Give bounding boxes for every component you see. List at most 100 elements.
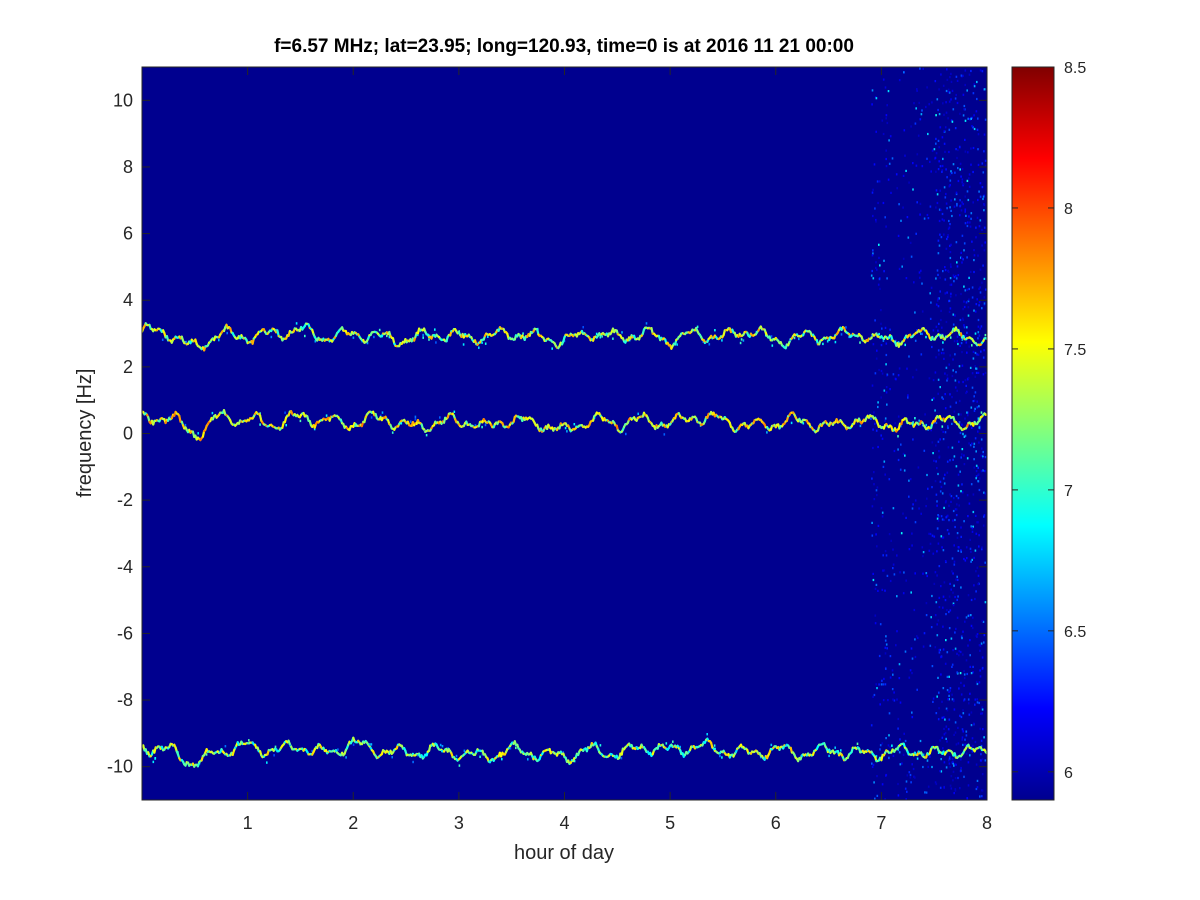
trace-speckle bbox=[980, 411, 983, 414]
noise-speckle bbox=[908, 181, 910, 184]
noise-speckle bbox=[949, 784, 952, 787]
trace-speckle bbox=[428, 338, 430, 341]
noise-speckle bbox=[957, 546, 960, 549]
trace-speckle bbox=[595, 332, 598, 336]
trace-speckle bbox=[891, 744, 893, 747]
noise-speckle bbox=[915, 232, 917, 235]
noise-speckle bbox=[936, 550, 938, 553]
noise-speckle bbox=[959, 787, 961, 790]
trace-speckle bbox=[441, 745, 444, 748]
noise-speckle bbox=[965, 341, 968, 344]
noise-speckle bbox=[976, 298, 978, 301]
noise-speckle bbox=[954, 386, 957, 389]
noise-speckle bbox=[975, 570, 977, 573]
noise-speckle bbox=[945, 613, 947, 616]
noise-speckle bbox=[940, 73, 942, 76]
y-tick-label: 2 bbox=[123, 357, 133, 377]
noise-speckle bbox=[978, 287, 980, 290]
noise-speckle bbox=[971, 116, 973, 119]
noise-speckle bbox=[881, 437, 884, 440]
noise-speckle bbox=[937, 329, 939, 332]
noise-speckle bbox=[952, 779, 954, 782]
noise-speckle bbox=[941, 536, 944, 539]
noise-speckle bbox=[950, 119, 953, 122]
trace-speckle bbox=[621, 331, 623, 334]
noise-speckle bbox=[967, 300, 970, 303]
noise-speckle bbox=[963, 557, 965, 561]
noise-speckle bbox=[971, 426, 973, 429]
noise-speckle bbox=[909, 478, 912, 481]
trace-speckle bbox=[185, 340, 187, 344]
noise-speckle bbox=[891, 157, 894, 160]
noise-speckle bbox=[949, 283, 952, 286]
noise-speckle bbox=[925, 572, 928, 575]
noise-speckle bbox=[922, 572, 924, 575]
noise-speckle bbox=[944, 718, 946, 721]
noise-speckle bbox=[911, 657, 914, 660]
noise-speckle bbox=[978, 534, 980, 537]
noise-speckle bbox=[937, 718, 940, 721]
noise-speckle bbox=[962, 74, 964, 77]
noise-speckle bbox=[948, 532, 950, 535]
noise-speckle bbox=[951, 446, 954, 449]
noise-speckle bbox=[968, 614, 971, 617]
noise-speckle bbox=[928, 103, 930, 106]
noise-speckle bbox=[949, 184, 951, 187]
noise-speckle bbox=[955, 371, 957, 374]
noise-speckle bbox=[885, 114, 888, 117]
noise-speckle bbox=[979, 795, 981, 798]
noise-speckle bbox=[973, 83, 975, 86]
noise-speckle bbox=[903, 732, 905, 735]
noise-speckle bbox=[881, 372, 884, 375]
noise-speckle bbox=[976, 682, 979, 686]
noise-speckle bbox=[881, 515, 884, 518]
noise-speckle bbox=[914, 311, 916, 314]
noise-speckle bbox=[976, 635, 978, 638]
noise-speckle bbox=[960, 490, 962, 493]
noise-speckle bbox=[916, 635, 918, 638]
noise-speckle bbox=[946, 78, 949, 81]
trace-speckle bbox=[912, 421, 914, 424]
noise-speckle bbox=[932, 700, 934, 703]
noise-speckle bbox=[962, 709, 964, 712]
noise-speckle bbox=[880, 309, 882, 312]
noise-speckle bbox=[916, 153, 919, 156]
noise-speckle bbox=[957, 484, 960, 487]
noise-speckle bbox=[871, 269, 873, 273]
trace-speckle bbox=[949, 336, 952, 339]
noise-speckle bbox=[920, 113, 923, 116]
noise-speckle bbox=[945, 639, 947, 642]
noise-speckle bbox=[956, 503, 958, 506]
trace-speckle bbox=[933, 337, 935, 340]
noise-speckle bbox=[874, 372, 877, 375]
noise-speckle bbox=[955, 93, 957, 97]
noise-speckle bbox=[950, 787, 953, 790]
noise-speckle bbox=[956, 616, 959, 619]
noise-speckle bbox=[932, 697, 935, 700]
trace-speckle bbox=[870, 417, 872, 420]
noise-speckle bbox=[973, 584, 975, 587]
noise-speckle bbox=[922, 765, 924, 769]
noise-speckle bbox=[966, 797, 968, 800]
noise-speckle bbox=[873, 163, 876, 166]
noise-speckle bbox=[909, 669, 912, 672]
noise-speckle bbox=[897, 448, 899, 451]
noise-speckle bbox=[884, 86, 887, 89]
noise-speckle bbox=[956, 671, 958, 674]
trace-speckle bbox=[798, 337, 800, 341]
noise-speckle bbox=[903, 571, 905, 574]
noise-speckle bbox=[944, 431, 947, 434]
noise-speckle bbox=[937, 676, 939, 679]
noise-speckle bbox=[956, 340, 959, 343]
noise-speckle bbox=[934, 80, 937, 83]
noise-speckle bbox=[913, 775, 915, 778]
noise-speckle bbox=[904, 739, 907, 743]
noise-speckle bbox=[969, 221, 971, 224]
noise-speckle bbox=[935, 782, 938, 786]
noise-speckle bbox=[934, 781, 937, 784]
noise-speckle bbox=[963, 249, 965, 252]
noise-speckle bbox=[971, 750, 974, 753]
noise-speckle bbox=[949, 263, 952, 266]
trace-speckle bbox=[875, 755, 878, 758]
trace-speckle bbox=[871, 334, 873, 337]
